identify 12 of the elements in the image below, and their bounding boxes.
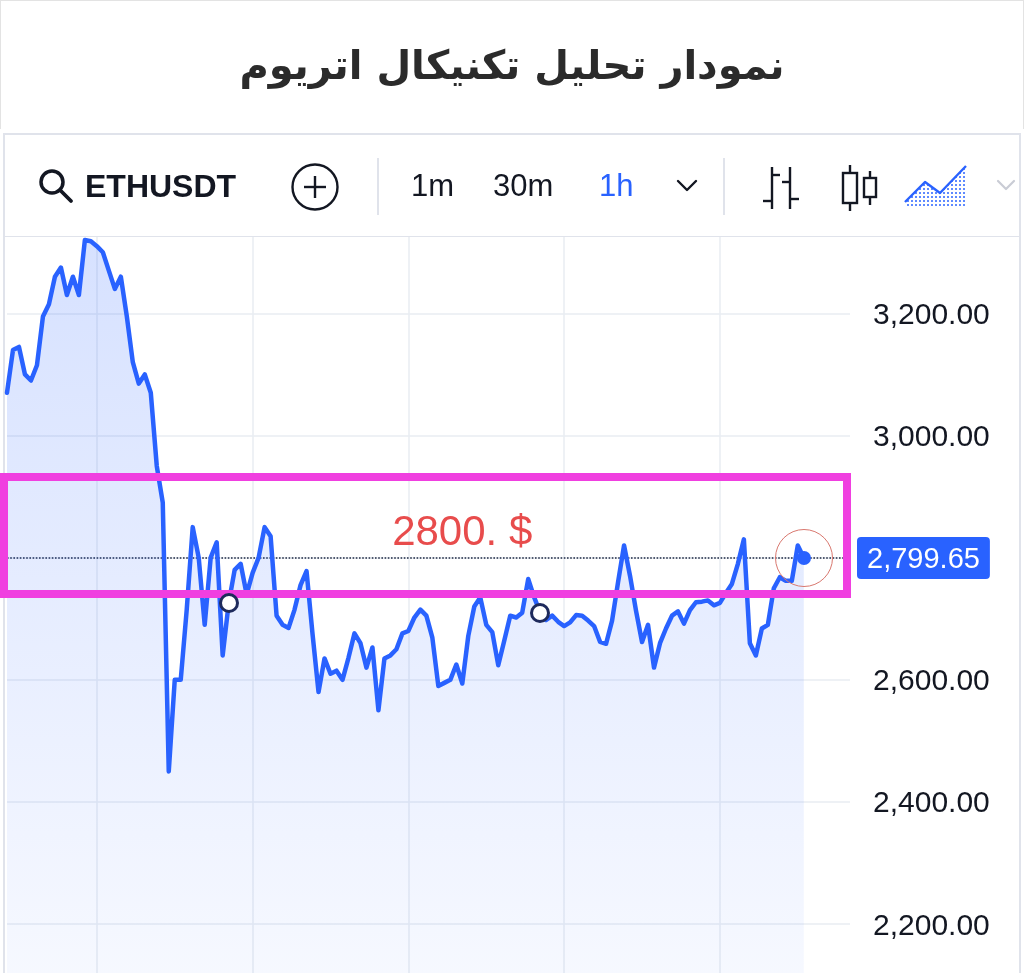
y-tick-label: 2,600.00 (873, 663, 990, 697)
annotation: 2800. $ (392, 506, 533, 555)
text: 1h (599, 167, 634, 205)
y-tick-label: 3,000.00 (873, 419, 990, 453)
text: ETHUSDT (85, 167, 237, 206)
text: 30m (493, 167, 554, 205)
y-tick-label: 2,400.00 (873, 785, 990, 819)
text: 1m (411, 167, 455, 205)
ref-line-label: 2,799.65 (867, 541, 980, 574)
chart-title: نمودار تحلیل تکنیکال اتریوم (239, 42, 785, 88)
y-tick-label: 3,200.00 (873, 296, 990, 330)
y-tick-label: 2,200.00 (873, 907, 990, 941)
